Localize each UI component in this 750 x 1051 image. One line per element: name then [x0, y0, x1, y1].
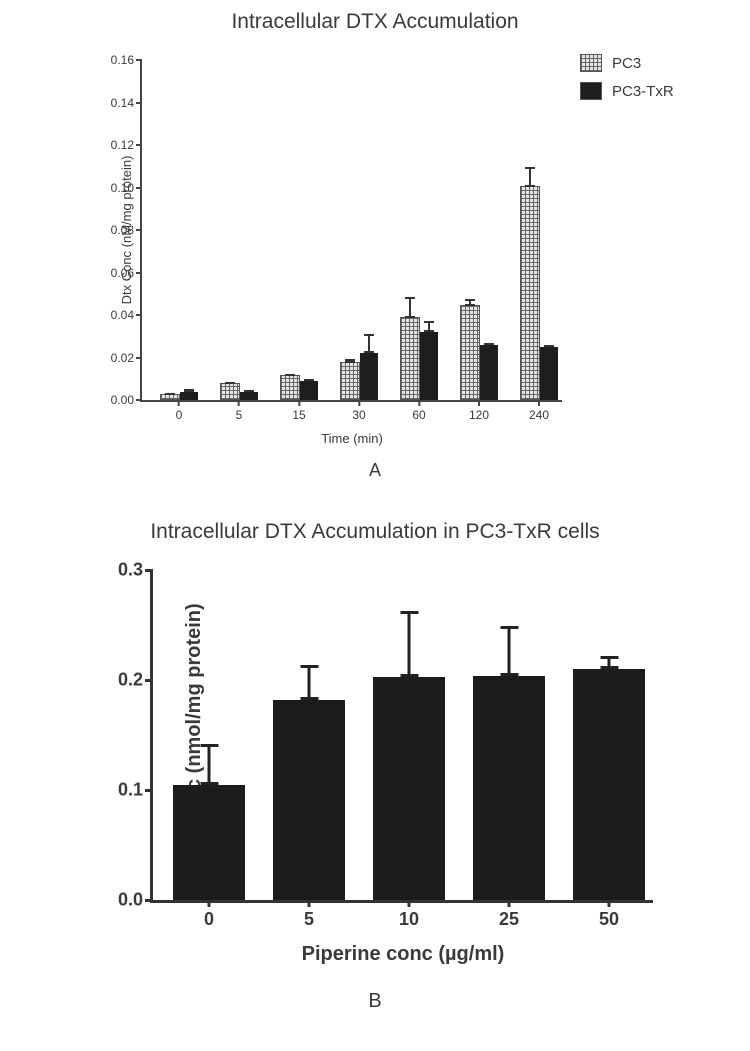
chart-b-xtick: 10 [399, 909, 419, 930]
chart-a-errorbar [548, 345, 550, 347]
chart-a-xtick: 120 [469, 408, 489, 422]
legend-row: PC3-TxR [580, 82, 674, 100]
chart-b-errorbar [608, 656, 611, 669]
chart-a-errorbar [308, 379, 310, 381]
chart-a-xtick: 240 [529, 408, 549, 422]
chart-b-xtick: 0 [204, 909, 214, 930]
chart-b-bar [273, 700, 345, 900]
chart-b-title: Intracellular DTX Accumulation in PC3-Tx… [40, 520, 710, 544]
figure-page: Intracellular DTX Accumulation PC3 PC3-T… [0, 0, 750, 1051]
chart-a-xtick: 15 [292, 408, 305, 422]
chart-a-bar [280, 375, 300, 400]
chart-a-xtick: 60 [412, 408, 425, 422]
chart-a-bar [160, 394, 180, 400]
chart-a-errorbar [349, 359, 351, 363]
chart-b-bar [173, 785, 245, 901]
chart-b-bar [573, 669, 645, 900]
chart-a-bar [180, 392, 198, 401]
chart-a-ytick: 0.12 [84, 138, 134, 152]
legend-label: PC3 [612, 55, 641, 72]
chart-a-title: Intracellular DTX Accumulation [40, 10, 710, 34]
chart-a-errorbar [469, 299, 471, 305]
chart-a-plot-area: Dtx Conc (nM/mg protein) Time (min) 0.00… [140, 60, 562, 402]
chart-b-xtick: 5 [304, 909, 314, 930]
chart-b-xtick: 25 [499, 909, 519, 930]
chart-b-plot-area: Dtx Conc (nmol/mg protein) Piperine conc… [150, 570, 653, 903]
chart-b-ytick: 0.2 [101, 670, 143, 691]
chart-a-bar [340, 362, 360, 400]
chart-a-bar [220, 383, 240, 400]
chart-a-bar [420, 332, 438, 400]
chart-a-panel-label: A [40, 460, 710, 481]
chart-a-ytick: 0.00 [84, 393, 134, 407]
chart-a-errorbar [529, 167, 531, 186]
chart-a-ytick: 0.02 [84, 351, 134, 365]
chart-a-bar [460, 305, 480, 401]
chart-a-xtick: 0 [176, 408, 183, 422]
chart-a-errorbar [289, 374, 291, 376]
chart-a-ytick: 0.06 [84, 266, 134, 280]
legend-row: PC3 [580, 54, 674, 72]
chart-a-errorbar [188, 389, 190, 391]
chart-a-legend: PC3 PC3-TxR [580, 54, 674, 110]
chart-b: Intracellular DTX Accumulation in PC3-Tx… [40, 520, 710, 1020]
chart-a-errorbar [169, 393, 171, 395]
chart-a-bar [300, 381, 318, 400]
chart-a-ytick: 0.08 [84, 223, 134, 237]
chart-a-bar [520, 186, 540, 401]
chart-a-bar [240, 392, 258, 401]
chart-a-bar [540, 347, 558, 400]
chart-a-ytick: 0.10 [84, 181, 134, 195]
chart-b-xtick: 50 [599, 909, 619, 930]
legend-swatch-hatched [580, 54, 602, 72]
chart-a-errorbar [368, 334, 370, 353]
chart-a-errorbar [428, 321, 430, 332]
chart-a-errorbar [248, 390, 250, 391]
chart-b-ytick: 0.1 [101, 780, 143, 801]
chart-a-ytick: 0.14 [84, 96, 134, 110]
chart-a-xtick: 30 [352, 408, 365, 422]
chart-a-bar [400, 317, 420, 400]
chart-a-xtick: 5 [236, 408, 243, 422]
chart-a-errorbar [229, 382, 231, 384]
chart-a-ytick: 0.04 [84, 308, 134, 322]
chart-b-xlabel: Piperine conc (µg/ml) [153, 943, 653, 966]
chart-a-bar [480, 345, 498, 400]
chart-b-errorbar [208, 744, 211, 785]
chart-b-errorbar [308, 665, 311, 700]
chart-b-ytick: 0.0 [101, 890, 143, 911]
chart-a-errorbar [409, 297, 411, 318]
legend-swatch-solid [580, 82, 602, 100]
chart-a-xlabel: Time (min) [142, 431, 562, 446]
chart-a-bar [360, 353, 378, 400]
legend-label: PC3-TxR [612, 83, 674, 100]
chart-b-panel-label: B [40, 990, 710, 1013]
chart-b-errorbar [508, 626, 511, 676]
chart-b-bar [373, 677, 445, 900]
chart-b-ytick: 0.3 [101, 560, 143, 581]
chart-a: Intracellular DTX Accumulation PC3 PC3-T… [40, 10, 710, 480]
chart-a-errorbar [488, 343, 490, 345]
chart-b-errorbar [408, 611, 411, 677]
chart-a-ytick: 0.16 [84, 53, 134, 67]
chart-b-bar [473, 676, 545, 900]
